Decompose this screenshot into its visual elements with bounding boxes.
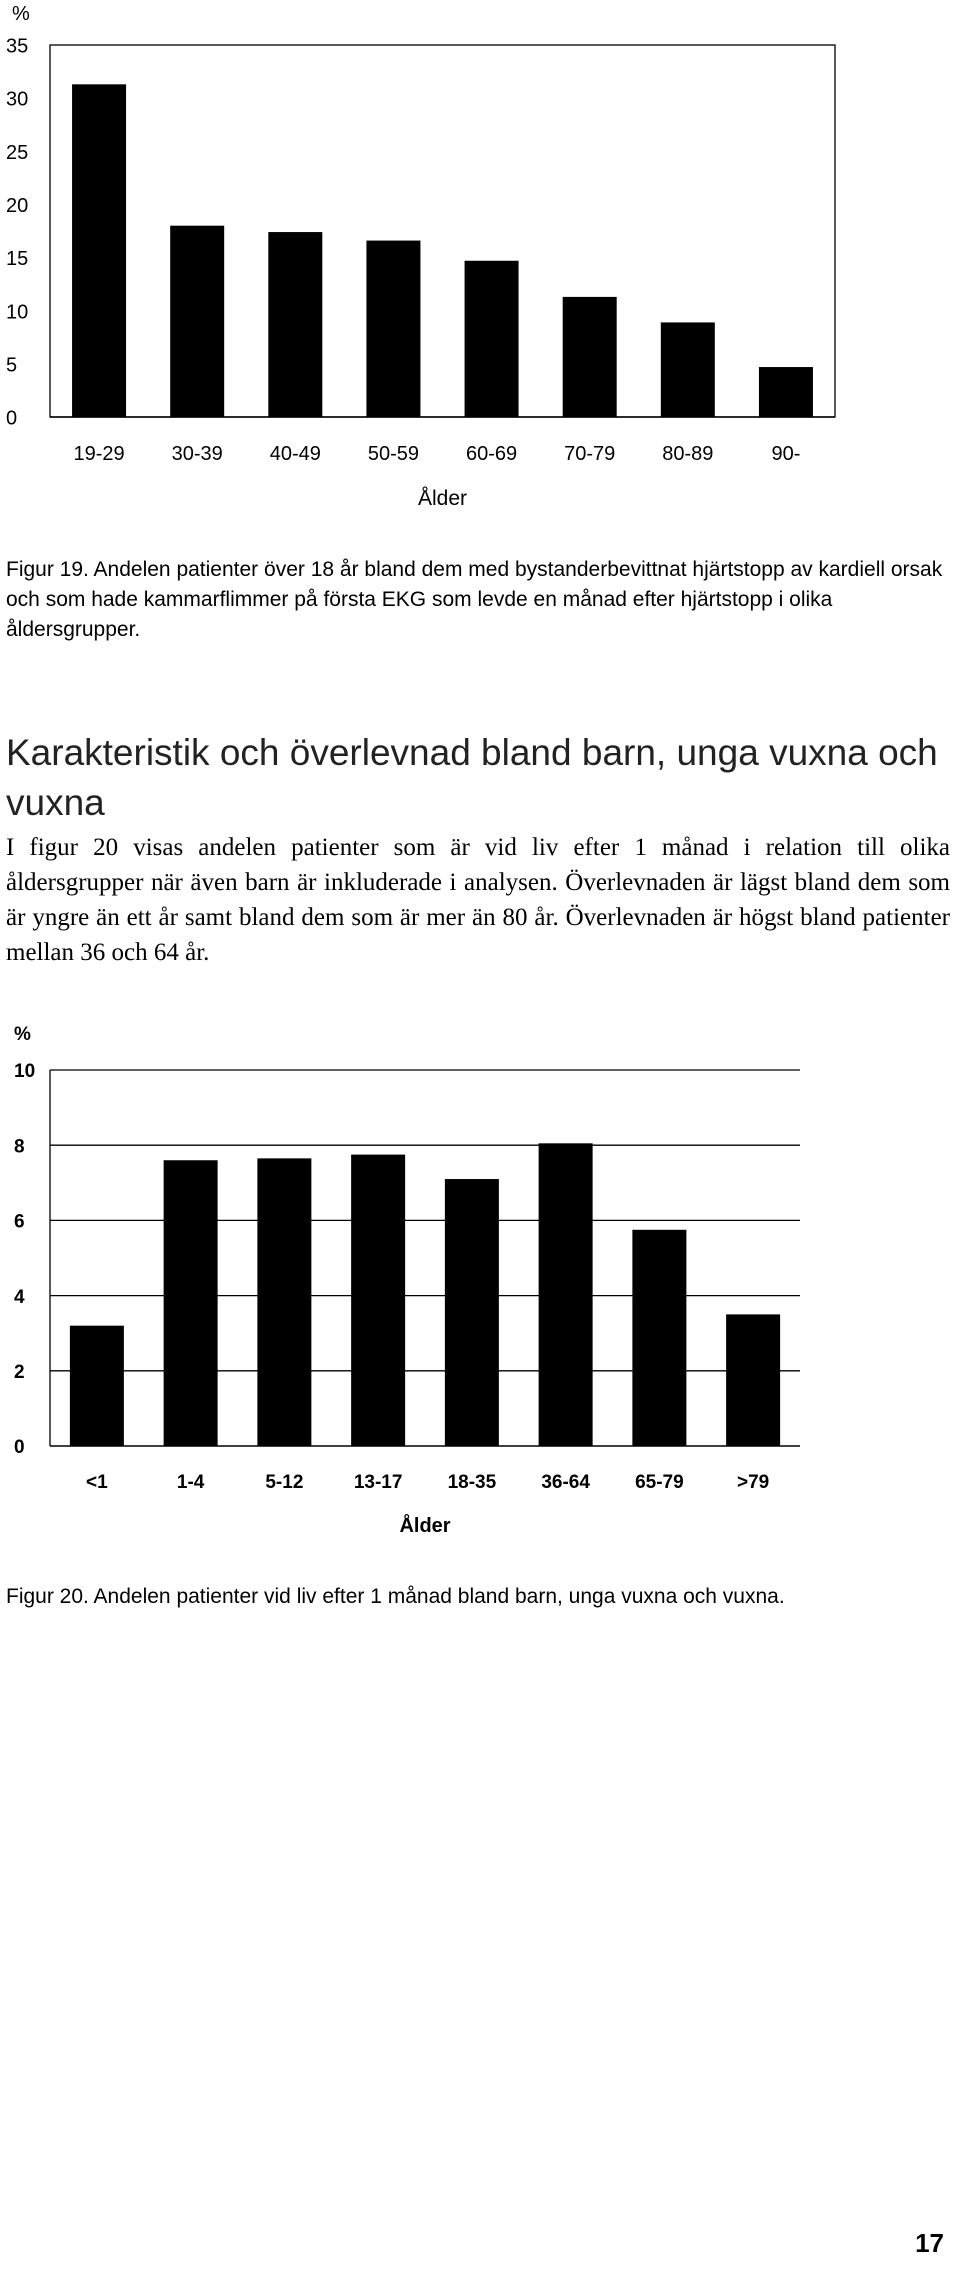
fig19-bar: [758, 367, 813, 417]
fig20-bar: [538, 1143, 593, 1446]
fig20-x-axis-label: Ålder: [399, 1513, 450, 1537]
fig19-x-tick-label: 80-89: [662, 443, 713, 465]
figure19-chart: % 0 5 10 15 20 25 30 35 19-29 30-39 40-49 50-59 60-69…: [6, 3, 836, 510]
fig19-bar: [660, 322, 715, 417]
fig19-y-tick-label: 10: [6, 301, 28, 323]
fig20-x-tick-label: 1-4: [177, 1472, 205, 1493]
fig20-x-tick-label: 5-12: [265, 1472, 303, 1493]
fig20-y-axis-label: %: [14, 1024, 31, 1045]
fig20-y-tick-label: 6: [14, 1212, 25, 1233]
fig20-bar: [726, 1314, 781, 1446]
fig20-y-tick-label: 0: [14, 1437, 25, 1458]
fig20-bar: [69, 1325, 124, 1446]
fig20-x-tick-label: 36-64: [541, 1472, 590, 1493]
fig19-bar: [366, 240, 421, 417]
fig19-bar: [464, 260, 519, 417]
figure20-chart: % 0 2 4 6 8 10 <1 1-4 5-12 13-17 18-35 36-64 65-79 >79…: [14, 1024, 800, 1537]
page-number: 17: [915, 2228, 944, 2258]
section-heading: Karakteristik och överlevnad bland barn,…: [6, 732, 938, 823]
fig20-y-tick-label: 2: [14, 1362, 25, 1383]
fig20-x-tick-label: 18-35: [448, 1472, 497, 1493]
fig19-bar: [562, 296, 617, 417]
fig20-y-tick-label: 10: [14, 1061, 35, 1082]
fig19-x-tick-label: 19-29: [73, 443, 124, 465]
fig20-x-tick-label: >79: [737, 1472, 769, 1493]
fig20-x-tick-label: 65-79: [635, 1472, 684, 1493]
fig19-bar: [72, 84, 127, 417]
fig19-y-tick-label: 30: [6, 89, 28, 111]
fig20-y-tick-label: 8: [14, 1136, 25, 1157]
fig20-x-tick-label: <1: [86, 1472, 108, 1493]
fig20-x-tick-label: 13-17: [354, 1472, 403, 1493]
figure19-caption: Figur 19. Andelen patienter över 18 år b…: [6, 558, 943, 641]
fig19-x-tick-label: 90-: [771, 443, 800, 465]
fig20-bar: [163, 1160, 218, 1446]
fig20-bar: [351, 1154, 406, 1446]
fig19-x-tick-label: 60-69: [466, 443, 517, 465]
fig20-bar: [632, 1229, 687, 1446]
fig19-bar: [170, 225, 225, 417]
fig20-y-tick-label: 4: [14, 1287, 25, 1308]
fig19-y-tick-label: 5: [6, 354, 17, 376]
section-body: I figur 20 visas andelen patienter som ä…: [6, 834, 950, 966]
fig19-bar: [268, 232, 323, 417]
fig19-x-axis-label: Ålder: [418, 487, 467, 510]
fig19-y-tick-label: 25: [6, 142, 28, 164]
figure20-caption: Figur 20. Andelen patienter vid liv efte…: [6, 1585, 785, 1608]
fig20-bar: [444, 1179, 499, 1446]
fig19-x-tick-label: 30-39: [172, 443, 223, 465]
fig19-y-axis-label: %: [12, 3, 30, 25]
fig20-bar: [257, 1158, 312, 1446]
fig19-plot-frame: [49, 44, 836, 418]
fig19-y-tick-label: 20: [6, 195, 28, 217]
fig19-x-tick-label: 50-59: [368, 443, 419, 465]
fig19-x-tick-label: 70-79: [564, 443, 615, 465]
fig19-y-tick-label: 35: [6, 36, 28, 58]
fig19-y-tick-label: 0: [6, 408, 17, 430]
fig19-y-tick-label: 15: [6, 248, 28, 270]
fig19-x-tick-label: 40-49: [270, 443, 321, 465]
